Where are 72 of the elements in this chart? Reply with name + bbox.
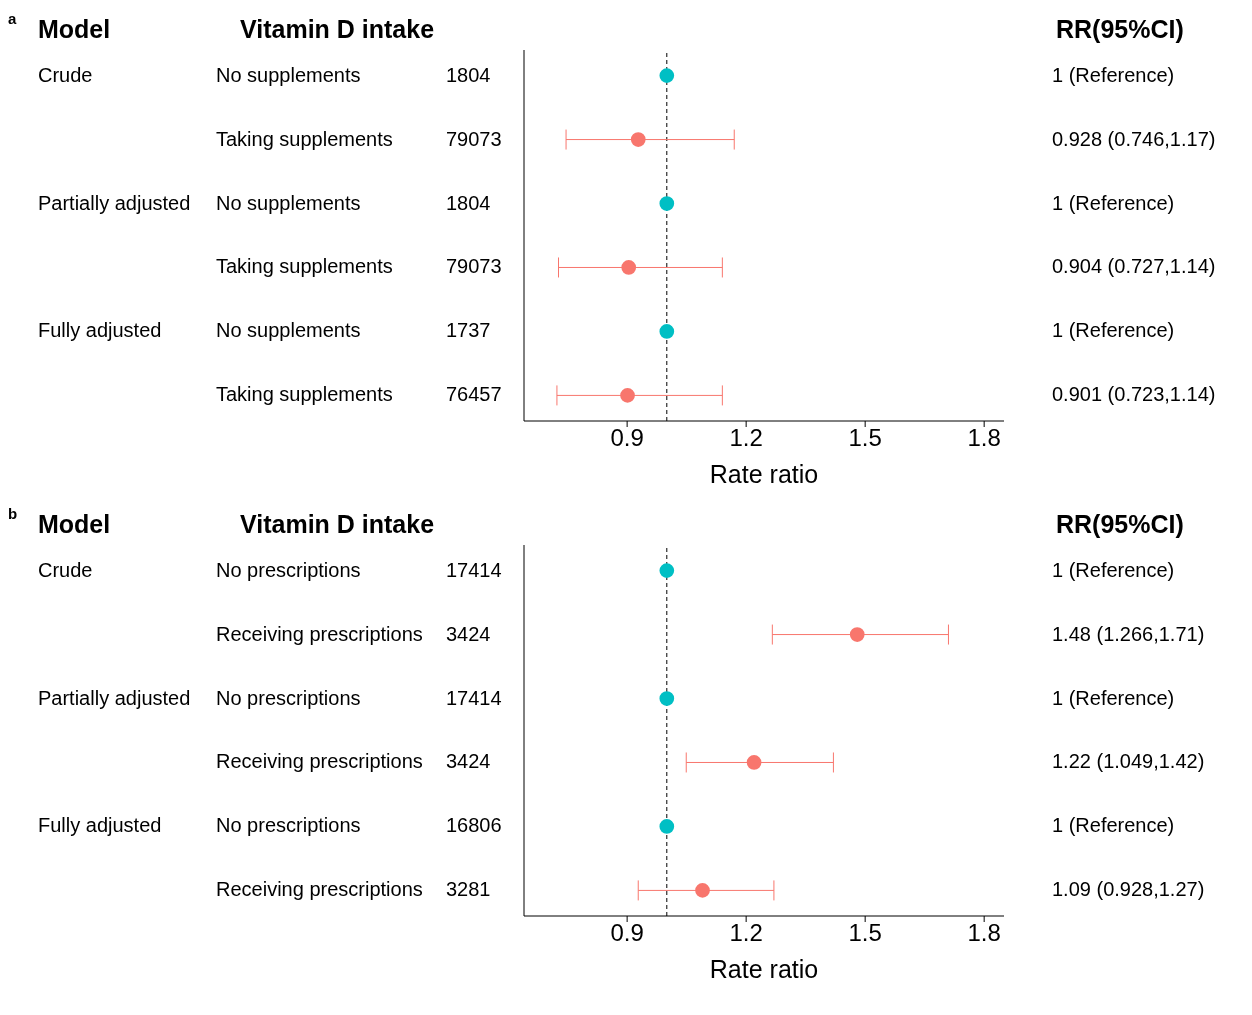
point (659, 68, 675, 83)
text: RR(95%CI) (1056, 510, 1184, 538)
text: 3424 (446, 622, 491, 645)
text: 79073 (446, 255, 502, 278)
point (849, 627, 865, 642)
x-tick-label: 1.5 (848, 919, 882, 947)
text: 1 (Reference) (1052, 191, 1175, 214)
text: 3281 (446, 878, 491, 901)
y-tick-label: No prescriptions (216, 686, 361, 709)
text: 0.928 (0.746,1.17) (1052, 127, 1216, 150)
text: 3424 (446, 750, 491, 773)
text: 1.22 (1.049,1.42) (1052, 750, 1205, 773)
point (621, 260, 637, 275)
text: Crude (38, 63, 93, 86)
y-tick-label: Receiving prescriptions (216, 750, 423, 773)
y-tick-label: Taking supplements (216, 255, 393, 278)
x-tick-label: 1.5 (848, 424, 882, 452)
text: b (8, 505, 18, 522)
text: Fully adjusted (38, 814, 162, 837)
text: 17414 (446, 558, 502, 581)
text: 1.09 (0.928,1.27) (1052, 878, 1205, 901)
text: 1804 (446, 63, 491, 86)
text: Vitamin D intake (240, 510, 435, 538)
point (659, 819, 675, 834)
y-tick-label: No supplements (216, 319, 361, 342)
x-tick-label: 1.2 (729, 424, 763, 452)
text: 17414 (446, 686, 502, 709)
text: Crude (38, 558, 93, 581)
text: 1 (Reference) (1052, 63, 1175, 86)
text: 1804 (446, 191, 491, 214)
text: 76457 (446, 383, 502, 406)
y-tick-label: No supplements (216, 63, 361, 86)
x-tick-label: 1.2 (729, 919, 763, 947)
point (695, 883, 710, 898)
x-axis-title: Rate ratio (709, 460, 819, 488)
point (659, 563, 675, 578)
text: 1 (Reference) (1052, 686, 1175, 709)
y-tick-label: Taking supplements (216, 383, 393, 406)
point (746, 755, 762, 770)
text: 1 (Reference) (1052, 814, 1175, 837)
x-tick-label: 0.9 (610, 919, 644, 947)
y-tick-label: No prescriptions (216, 814, 361, 837)
text: Partially adjusted (38, 686, 191, 709)
y-tick-label: Receiving prescriptions (216, 878, 423, 901)
y-tick-label: Receiving prescriptions (216, 622, 423, 645)
text: RR(95%CI) (1056, 15, 1184, 43)
text: 79073 (446, 127, 502, 150)
point (659, 324, 675, 339)
x-tick-label: 1.8 (967, 919, 1001, 947)
point (620, 388, 635, 403)
y-tick-label: No supplements (216, 191, 361, 214)
x-tick-label: 0.9 (610, 424, 644, 452)
y-tick-label: No prescriptions (216, 558, 361, 581)
text: 1737 (446, 319, 491, 342)
point (659, 196, 675, 211)
x-tick-label: 1.8 (967, 424, 1001, 452)
text: 0.901 (0.723,1.14) (1052, 383, 1216, 406)
text: Model (38, 15, 111, 43)
y-tick-label: Taking supplements (216, 127, 393, 150)
text: Partially adjusted (38, 191, 191, 214)
text: 1 (Reference) (1052, 558, 1175, 581)
point (659, 691, 675, 706)
text: 1 (Reference) (1052, 319, 1175, 342)
text: Vitamin D intake (240, 15, 435, 43)
text: a (8, 10, 17, 27)
text: 0.904 (0.727,1.14) (1052, 255, 1216, 278)
point (630, 132, 646, 147)
text: Fully adjusted (38, 319, 162, 342)
text: Model (38, 510, 111, 538)
text: 1.48 (1.266,1.71) (1052, 622, 1205, 645)
text: 16806 (446, 814, 502, 837)
x-axis-title: Rate ratio (709, 955, 819, 983)
